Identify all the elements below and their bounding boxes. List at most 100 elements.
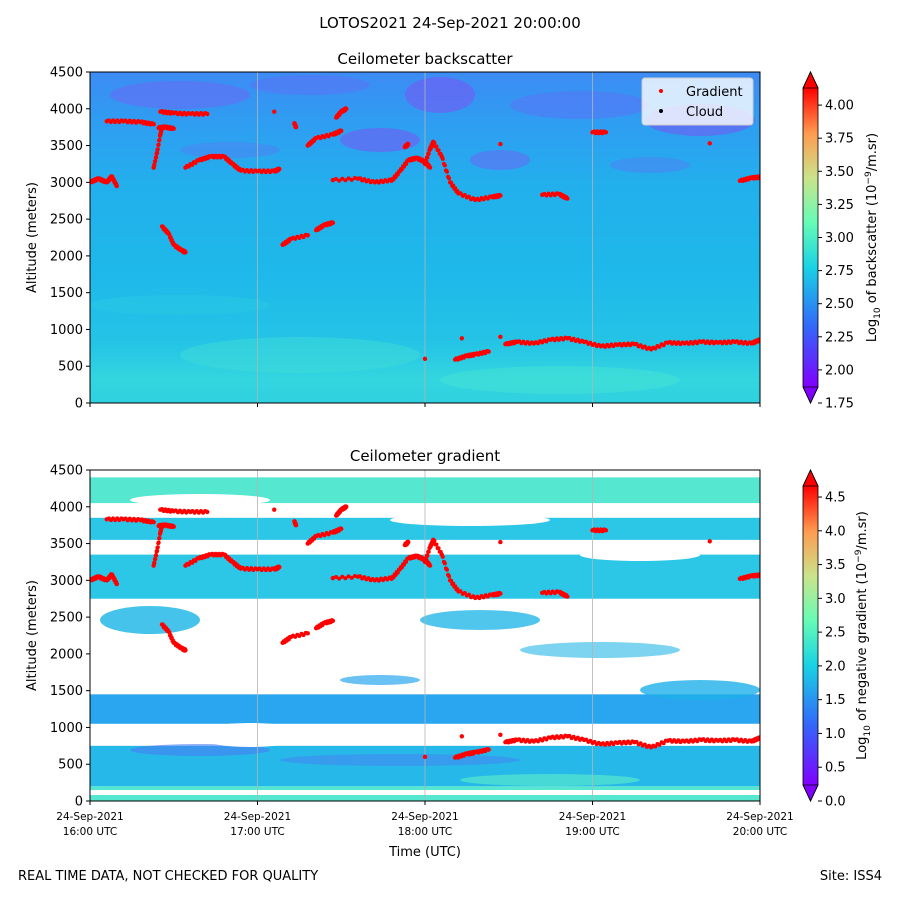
gradient-colorbar-min-arrow	[802, 784, 819, 802]
gradient-point	[272, 507, 277, 512]
gradient-point	[442, 163, 447, 168]
backscatter-colorbar-gradient	[803, 88, 818, 387]
legend-cloud-label: Cloud	[686, 105, 723, 120]
gradient-point	[399, 167, 404, 172]
colorbar-tick-label: 4.0	[825, 524, 846, 539]
gradient-point	[449, 180, 454, 185]
gradient-point	[293, 124, 299, 130]
backscatter-gradient-points	[90, 106, 760, 362]
legend-gradient-marker	[659, 89, 663, 93]
y-tick-label: 2500	[50, 213, 83, 228]
gradient-point	[453, 186, 458, 191]
gradient-point	[334, 575, 339, 580]
gradient-gridlines	[257, 470, 593, 801]
backscatter-y-axis: 0 500 1000 1500 2000 2500 3000 3500 4000 4500	[50, 66, 90, 412]
gradient-point	[330, 618, 336, 623]
colorbar-tick-label: 2.50	[825, 297, 854, 312]
gradient-point	[305, 233, 310, 238]
gradient-point	[498, 193, 503, 198]
y-tick-label: 2000	[50, 647, 83, 662]
backscatter-title: Ceilometer backscatter	[337, 50, 513, 68]
gradient-point	[404, 559, 409, 564]
backscatter-colorbar-ticks: 1.75 2.00 2.25 2.50 2.75 3.00 3.25 3.50 3.75 4.00	[818, 99, 854, 412]
gradient-point	[404, 161, 409, 166]
gradient-point	[451, 183, 456, 188]
y-tick-label: 3000	[50, 574, 83, 589]
gradient-point	[422, 754, 428, 760]
gradient-point	[757, 174, 760, 180]
gradient-title: Ceilometer gradient	[350, 447, 500, 465]
colorbar-tick-label: 3.50	[825, 165, 854, 180]
y-tick-label: 0	[75, 397, 83, 412]
gradient-point	[603, 130, 609, 135]
colorbar-tick-label: 3.25	[825, 198, 854, 213]
gradient-point	[155, 147, 160, 152]
gradient-point	[340, 176, 345, 181]
colorbar-tick-label: 3.75	[825, 132, 854, 147]
gradient-point	[340, 574, 345, 579]
gradient-point	[154, 548, 160, 554]
gradient-point	[344, 504, 349, 509]
gradient-point	[498, 334, 503, 339]
gradient-point	[152, 560, 157, 565]
gradient-point	[171, 126, 176, 131]
gradient-point	[757, 337, 760, 342]
gradient-point	[399, 565, 404, 570]
gradient-point	[339, 128, 344, 134]
gradient-point	[154, 150, 160, 156]
colorbar-tick-label: 0.0	[825, 795, 846, 810]
gradient-point	[707, 141, 712, 146]
x-tick-date: 24-Sep-2021	[726, 811, 793, 823]
backscatter-colorbar-outline	[802, 71, 819, 404]
y-tick-label: 4000	[50, 102, 83, 117]
gradient-point	[157, 138, 162, 143]
y-tick-label: 500	[58, 360, 83, 375]
gradient-point	[565, 594, 570, 599]
gradient-point	[402, 562, 407, 567]
gradient-panel: Ceilometer gradient	[25, 447, 873, 860]
backscatter-texture	[110, 75, 755, 173]
x-tick-date: 24-Sep-2021	[559, 811, 626, 823]
gradient-point	[425, 155, 430, 160]
gradient-point	[277, 564, 282, 570]
colorbar-tick-label: 3.00	[825, 231, 854, 246]
x-tick-date: 24-Sep-2021	[224, 811, 291, 823]
y-tick-label: 3500	[50, 139, 83, 154]
gradient-point	[272, 109, 277, 114]
colorbar-tick-label: 1.0	[825, 727, 846, 742]
colorbar-tick-label: 2.00	[825, 363, 854, 378]
gradient-point	[427, 165, 433, 170]
gradient-x-axis: 24-Sep-2021 16:00 UTC 24-Sep-2021 17:00 UTC…	[56, 801, 794, 838]
gradient-point	[426, 151, 431, 156]
gradient-point	[434, 542, 439, 547]
backscatter-colorbar-max-arrow	[802, 71, 819, 89]
y-tick-label: 2500	[50, 611, 83, 626]
y-tick-label: 500	[58, 758, 83, 773]
gradient-colorbar-max-arrow	[802, 469, 819, 487]
gradient-point	[154, 155, 159, 160]
y-tick-label: 3000	[50, 176, 83, 191]
gradient-point	[440, 554, 445, 559]
x-tick-time: 17:00 UTC	[230, 826, 284, 838]
gradient-point	[402, 164, 407, 169]
gradient-point	[343, 178, 348, 183]
backscatter-x-ticks	[89, 403, 761, 407]
gradient-point	[498, 539, 503, 545]
colorbar-tick-label: 2.0	[825, 659, 846, 674]
site-label: Site: ISS4	[819, 869, 882, 884]
gradient-point	[171, 524, 176, 529]
gradient-point	[334, 177, 339, 182]
gradient-point	[343, 576, 348, 581]
gradient-point	[444, 169, 449, 174]
gradient-point	[424, 557, 429, 562]
colorbar-tick-label: 2.5	[825, 626, 846, 641]
gradient-gradient-points	[90, 504, 760, 760]
gradient-point	[154, 553, 159, 558]
gradient-point	[277, 166, 282, 172]
gradient-point	[444, 567, 449, 572]
gradient-point	[440, 156, 445, 161]
gradient-colorbar-outline	[802, 469, 819, 802]
gradient-point	[432, 140, 437, 145]
gradient-point	[346, 574, 351, 579]
